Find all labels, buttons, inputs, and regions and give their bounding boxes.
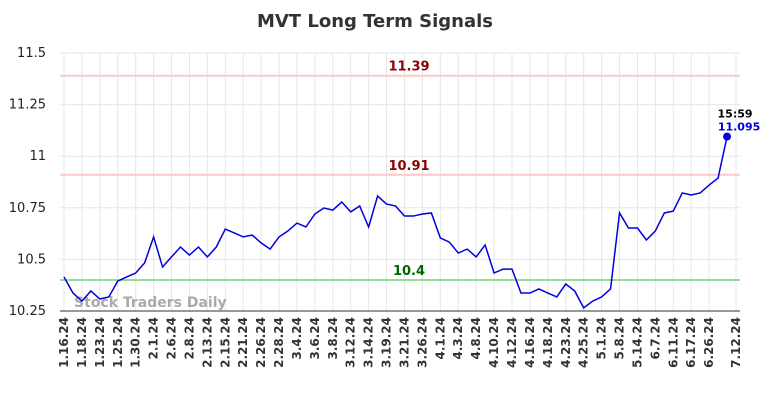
x-tick-label: 5.1.24	[595, 317, 609, 360]
x-tick-label: 4.25.24	[577, 317, 591, 368]
x-tick-label: 5.8.24	[613, 317, 627, 360]
signal-label: 11.39	[388, 60, 429, 75]
x-tick-label: 3.4.24	[290, 317, 304, 360]
x-tick-label: 4.23.24	[559, 317, 573, 368]
y-tick-label: 10.25	[9, 304, 46, 319]
y-tick-label: 10.75	[9, 201, 46, 216]
watermark: Stock Traders Daily	[74, 295, 227, 311]
last-point	[723, 132, 732, 141]
x-tick-label: 3.12.24	[344, 317, 358, 368]
y-tick-label: 11.25	[9, 98, 46, 113]
x-tick-label: 3.6.24	[308, 317, 322, 360]
x-tick-label: 1.23.24	[93, 317, 107, 368]
x-tick-label: 2.21.24	[236, 317, 250, 368]
last-time-label: 15:59	[718, 108, 753, 121]
y-tick-label: 11	[29, 149, 46, 164]
x-tick-label: 4.10.24	[487, 317, 501, 368]
signal-label: 10.91	[388, 159, 429, 174]
x-tick-label: 2.26.24	[254, 317, 268, 368]
x-tick-label: 7.12.24	[729, 317, 743, 368]
x-tick-label: 3.19.24	[380, 317, 394, 368]
x-tick-label: 3.21.24	[397, 317, 411, 368]
x-tick-label: 4.8.24	[469, 317, 483, 360]
x-tick-label: 6.17.24	[684, 317, 698, 368]
x-tick-label: 2.28.24	[272, 317, 286, 368]
x-tick-label: 1.25.24	[111, 317, 125, 368]
x-tick-label: 2.6.24	[165, 317, 179, 360]
x-tick-label: 2.8.24	[182, 317, 196, 360]
x-tick-label: 4.18.24	[541, 317, 555, 368]
x-tick-label: 1.18.24	[75, 317, 89, 368]
price-line	[63, 136, 728, 310]
x-tick-label: 2.15.24	[218, 317, 232, 368]
x-tick-label: 4.12.24	[505, 317, 519, 368]
x-tick-label: 6.7.24	[648, 317, 662, 360]
y-tick-label: 11.5	[17, 46, 46, 61]
x-tick-label: 6.11.24	[666, 317, 680, 368]
x-tick-label: 2.1.24	[147, 317, 161, 360]
x-tick-label: 6.26.24	[702, 317, 716, 368]
x-tick-label: 1.16.24	[57, 317, 71, 368]
x-tick-label: 3.26.24	[415, 317, 429, 368]
x-tick-label: 2.13.24	[200, 317, 214, 368]
x-tick-label: 4.3.24	[451, 317, 465, 360]
x-tick-label: 3.8.24	[326, 317, 340, 360]
x-tick-label: 1.30.24	[129, 317, 143, 368]
x-tick-label: 5.14.24	[630, 317, 644, 368]
x-tick-label: 4.1.24	[433, 317, 447, 360]
last-value-label: 11.095	[718, 121, 760, 134]
signal-label: 10.4	[393, 264, 425, 279]
y-tick-label: 10.5	[17, 252, 46, 267]
x-tick-label: 3.14.24	[362, 317, 376, 368]
chart-title: MVT Long Term Signals	[257, 11, 493, 32]
x-tick-label: 4.16.24	[523, 317, 537, 368]
